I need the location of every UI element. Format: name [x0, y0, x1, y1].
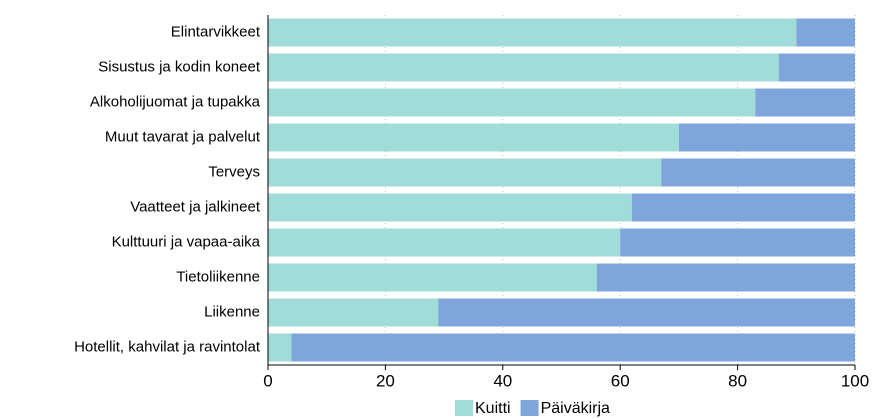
bar: [678, 123, 855, 152]
bar: [291, 333, 856, 362]
x-tick-label: 80: [728, 371, 747, 390]
bar: [268, 88, 756, 117]
bar: [268, 263, 597, 292]
bar: [268, 18, 797, 47]
bar: [438, 298, 855, 327]
bar: [620, 228, 855, 257]
y-tick-label: Hotellit, kahvilat ja ravintolat: [74, 338, 261, 355]
y-tick-label: Vaatteet ja jalkineet: [130, 198, 261, 215]
y-tick-label: Liikenne: [204, 303, 260, 320]
y-tick-label: Terveys: [208, 163, 260, 180]
bar: [661, 158, 855, 187]
legend-label: Kuitti: [475, 400, 511, 417]
bar: [596, 263, 855, 292]
bar: [268, 123, 679, 152]
bar: [268, 158, 662, 187]
x-tick-label: 100: [841, 371, 869, 390]
bar: [631, 193, 855, 222]
bar: [268, 333, 292, 362]
bar: [268, 53, 779, 82]
y-tick-label: Alkoholijuomat ja tupakka: [90, 93, 261, 110]
x-tick-label: 0: [263, 371, 272, 390]
bar: [778, 53, 855, 82]
bar: [796, 18, 855, 47]
bar: [268, 298, 439, 327]
bar: [755, 88, 855, 117]
y-tick-label: Muut tavarat ja palvelut: [105, 128, 261, 145]
bar: [268, 228, 621, 257]
legend-label: Päiväkirja: [541, 400, 610, 417]
y-tick-label: Sisustus ja kodin koneet: [98, 58, 261, 75]
y-tick-label: Elintarvikkeet: [171, 23, 261, 40]
bar: [268, 193, 632, 222]
y-tick-label: Kulttuuri ja vapaa-aika: [112, 233, 261, 250]
x-tick-label: 40: [493, 371, 512, 390]
x-tick-label: 20: [376, 371, 395, 390]
y-tick-label: Tietoliikenne: [176, 268, 260, 285]
legend-swatch: [520, 400, 539, 416]
x-tick-label: 60: [611, 371, 630, 390]
legend-swatch: [455, 400, 473, 416]
